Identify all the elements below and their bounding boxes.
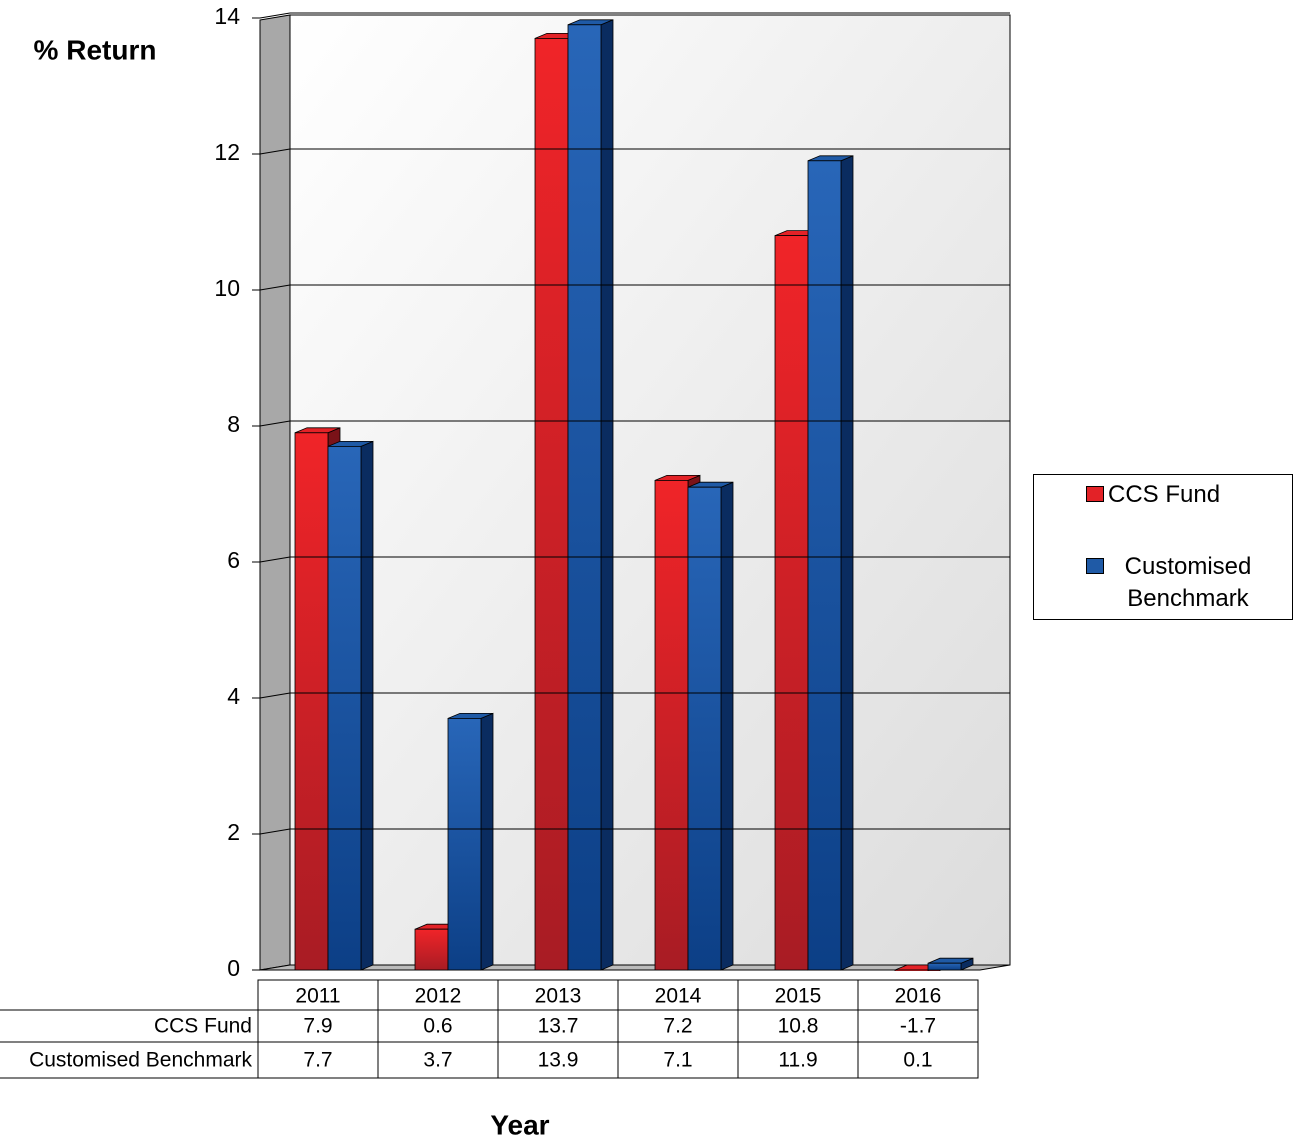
bar-side <box>480 712 494 971</box>
grid-line <box>259 284 291 291</box>
back-wall <box>289 14 1011 966</box>
legend-swatch <box>1086 558 1104 574</box>
table-cell: 7.7 <box>303 1049 332 1072</box>
y-tick-label: 0 <box>227 955 240 981</box>
bar-side <box>360 440 374 971</box>
grid-line <box>259 148 291 155</box>
bar-front <box>807 160 842 971</box>
table-cell: 7.2 <box>663 1015 692 1038</box>
y-tick-label: 14 <box>214 3 240 29</box>
bar-front <box>567 24 602 971</box>
bar-front <box>447 718 482 971</box>
bars <box>294 19 974 971</box>
grid-line <box>259 556 291 563</box>
table-cell: -1.7 <box>900 1015 936 1038</box>
table-cell: 0.6 <box>423 1015 452 1038</box>
grid-line <box>259 420 291 427</box>
chart-title: % Return <box>34 34 157 65</box>
x-tick-label: 2011 <box>295 985 340 1008</box>
bar-front <box>774 235 809 971</box>
y-tick-label: 10 <box>214 275 240 301</box>
bar-front <box>327 445 362 971</box>
legend-label: CCS Fund <box>1108 481 1221 508</box>
bar <box>807 155 854 971</box>
table-cell: 0.1 <box>903 1049 932 1072</box>
legend-swatch <box>1086 486 1104 502</box>
table-cell: 10.8 <box>778 1015 819 1038</box>
table-cell: 3.7 <box>423 1049 452 1072</box>
bar-front <box>687 486 722 971</box>
bar-side <box>720 481 734 971</box>
table-cell: 7.1 <box>663 1049 692 1072</box>
y-tick-label: 6 <box>227 547 240 573</box>
bar-side <box>600 19 614 971</box>
table-cell: 7.9 <box>303 1015 332 1038</box>
bar-front <box>927 962 962 971</box>
x-axis-label: Year <box>490 1109 549 1140</box>
x-tick-label: 2012 <box>415 985 462 1008</box>
x-tick-label: 2016 <box>895 985 942 1008</box>
table-cell: 11.9 <box>778 1049 817 1072</box>
y-tick-label: 8 <box>227 411 240 437</box>
bar-side <box>840 155 854 971</box>
grid-line <box>259 828 291 835</box>
bar-front <box>294 432 329 971</box>
legend-label: Customised Benchmark <box>1124 553 1252 612</box>
bar <box>567 19 614 971</box>
x-tick-label: 2015 <box>775 985 822 1008</box>
grid-line <box>259 12 291 19</box>
bar <box>687 481 734 971</box>
bar <box>927 957 974 971</box>
y-tick-label: 4 <box>227 683 240 709</box>
legend: CCS Fund Customised Benchmark <box>1033 474 1293 620</box>
legend-item: Customised Benchmark <box>1086 551 1268 615</box>
y-tick-label: 12 <box>214 139 240 165</box>
bar <box>327 440 374 971</box>
grid-line <box>259 692 291 699</box>
bar-front <box>414 928 449 971</box>
legend-item: CCS Fund <box>1086 479 1268 511</box>
table-row-label: CCS Fund <box>154 1015 252 1038</box>
bar-front <box>534 38 569 971</box>
table-cell: 13.7 <box>538 1015 579 1038</box>
bar <box>447 712 494 971</box>
table-row-label: Customised Benchmark <box>29 1049 252 1072</box>
table-cell: 13.9 <box>538 1049 579 1072</box>
bar-front <box>894 969 929 971</box>
table-body <box>0 1009 979 1079</box>
side-wall <box>259 14 291 971</box>
bar-front <box>654 479 689 971</box>
x-tick-label: 2014 <box>655 985 702 1008</box>
x-tick-label: 2013 <box>535 985 582 1008</box>
y-tick-label: 2 <box>227 819 240 845</box>
